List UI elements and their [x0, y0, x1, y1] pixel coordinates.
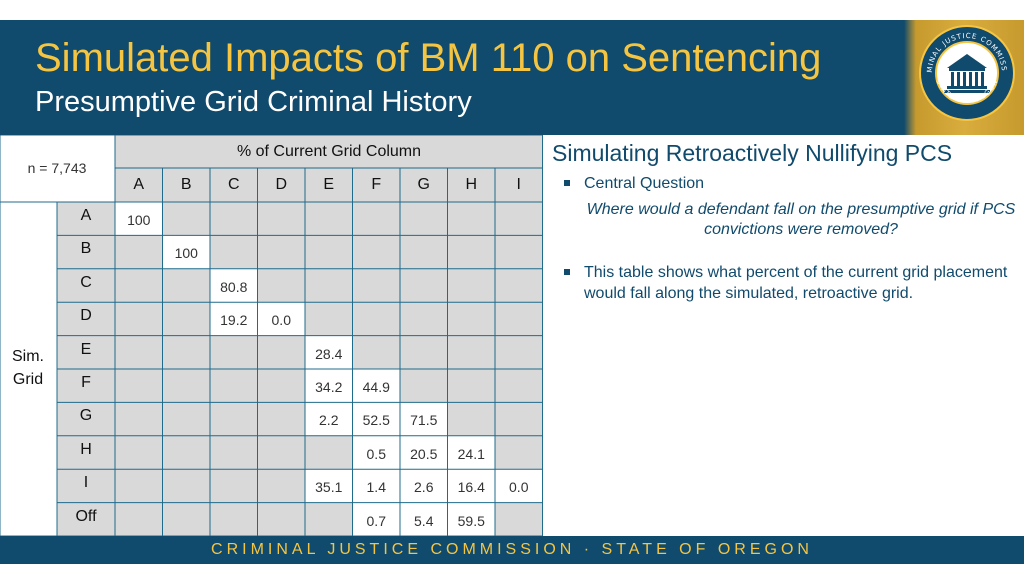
table-cell-value: 28.4: [315, 345, 343, 362]
oregon-criminal-justice-commission-seal-icon: CRIMINAL JUSTICE COMMISSION STATE OF ORE…: [918, 24, 1015, 121]
row-label-a: A: [80, 207, 92, 224]
row-label-e: E: [80, 340, 92, 358]
table-cell-value: 2.2: [319, 412, 339, 429]
table-cell-value: 80.8: [220, 278, 248, 295]
table-cell-value: 100: [174, 245, 198, 262]
column-header-f: F: [371, 176, 382, 193]
row-group-label-line1: Sim.: [12, 348, 44, 365]
table-cell-value: 5.4: [414, 512, 434, 529]
row-label-f: F: [81, 374, 91, 391]
row-group-cell: [0, 202, 57, 536]
data-cell-background: [210, 268, 258, 303]
table-cell-value: 16.4: [457, 479, 485, 496]
data-cell-background: [400, 502, 448, 536]
data-cell-background: [115, 202, 163, 236]
table-cell-value: 59.5: [457, 512, 485, 529]
data-cell-background: [352, 469, 400, 503]
data-cell-background: [400, 469, 448, 503]
table-cell-value: 71.5: [410, 412, 438, 429]
right-panel: Simulating Retroactively Nullifying PCS …: [552, 138, 1018, 304]
table-cell-value: 1.4: [366, 479, 386, 496]
bullet-text: This table shows what percent of the cur…: [584, 264, 1008, 302]
data-cell-background: [447, 469, 495, 503]
column-header-d: D: [275, 176, 288, 193]
table-cell-value: 44.9: [362, 379, 390, 395]
row-label-b: B: [80, 240, 92, 258]
table-cell-value: 100: [127, 212, 151, 228]
column-header-e: E: [323, 176, 335, 193]
data-cell-background: [305, 402, 353, 436]
n-cell: [0, 135, 115, 202]
column-header-i: I: [516, 176, 521, 193]
data-cell-background: [162, 235, 210, 269]
row-label-c: C: [80, 273, 92, 291]
bullet-table-explanation: This table shows what percent of the cur…: [552, 262, 1018, 304]
row-group-label-line2: Grid: [12, 371, 44, 388]
sample-size-label: n = 7,743: [27, 160, 87, 176]
central-question-text: Where would a defendant fall on the pres…: [586, 201, 1016, 238]
column-header-g: G: [417, 176, 430, 193]
table-cell-value: 20.5: [410, 445, 438, 462]
column-header-b: B: [180, 176, 192, 193]
data-cell-background: [352, 435, 400, 470]
data-cell-background: [352, 502, 400, 536]
data-cell-background: [495, 469, 543, 503]
table-cell-value: 0.7: [366, 512, 386, 529]
bullet-square-icon: [564, 180, 570, 186]
data-cell-background: [352, 402, 400, 436]
data-cell-background: [305, 335, 353, 369]
row-label-i: I: [83, 474, 89, 492]
slide-header: Simulated Impacts of BM 110 on Sentencin…: [0, 20, 1024, 135]
panel-heading: Simulating Retroactively Nullifying PCS: [552, 140, 953, 166]
row-label-off: Off: [75, 507, 97, 525]
column-header-a: A: [133, 176, 145, 193]
logo-panel: CRIMINAL JUSTICE COMMISSION STATE OF ORE…: [904, 20, 1024, 135]
slide-subtitle: Presumptive Grid Criminal History: [35, 86, 472, 118]
row-label-h: H: [80, 440, 92, 458]
bullet-square-icon: [564, 269, 570, 275]
slide-title: Simulated Impacts of BM 110 on Sentencin…: [35, 36, 822, 80]
table-cell-value: 0.0: [271, 312, 291, 329]
column-group-header: % of Current Grid Column: [236, 143, 422, 160]
data-cell-background: [305, 469, 353, 503]
grid-table-lines: [0, 135, 543, 536]
table-cell-value: 24.1: [457, 445, 485, 462]
data-cell-background: [305, 369, 353, 403]
table-cell-value: 2.6: [414, 479, 434, 496]
column-header-h: H: [465, 176, 478, 193]
data-cell-background: [257, 302, 305, 336]
column-header-c: C: [227, 176, 240, 193]
data-cell-background: [352, 369, 400, 403]
data-cell-background: [400, 402, 448, 436]
data-cell-background: [447, 435, 495, 470]
table-cell-value: 19.2: [220, 312, 248, 329]
slide-footer: CRIMINAL JUSTICE COMMISSION · STATE OF O…: [0, 536, 1024, 564]
presumptive-grid-table: n = 7,743 % of Current Grid Column Sim. …: [0, 135, 544, 536]
table-cell-value: 0.0: [509, 479, 529, 496]
bullet-central-question: Central Question: [552, 173, 1018, 194]
table-cell-value: 35.1: [315, 479, 343, 496]
footer-text: CRIMINAL JUSTICE COMMISSION · STATE OF O…: [211, 541, 813, 558]
data-cell-background: [447, 502, 495, 536]
row-label-d: D: [80, 307, 92, 325]
data-cell-background: [210, 302, 258, 336]
data-cell-background: [400, 435, 448, 470]
table-cell-value: 34.2: [315, 379, 343, 395]
table-cell-value: 52.5: [362, 412, 390, 429]
table-cell-value: 0.5: [366, 445, 386, 462]
bullet-text: Central Question: [584, 175, 705, 192]
row-label-g: G: [79, 407, 93, 425]
